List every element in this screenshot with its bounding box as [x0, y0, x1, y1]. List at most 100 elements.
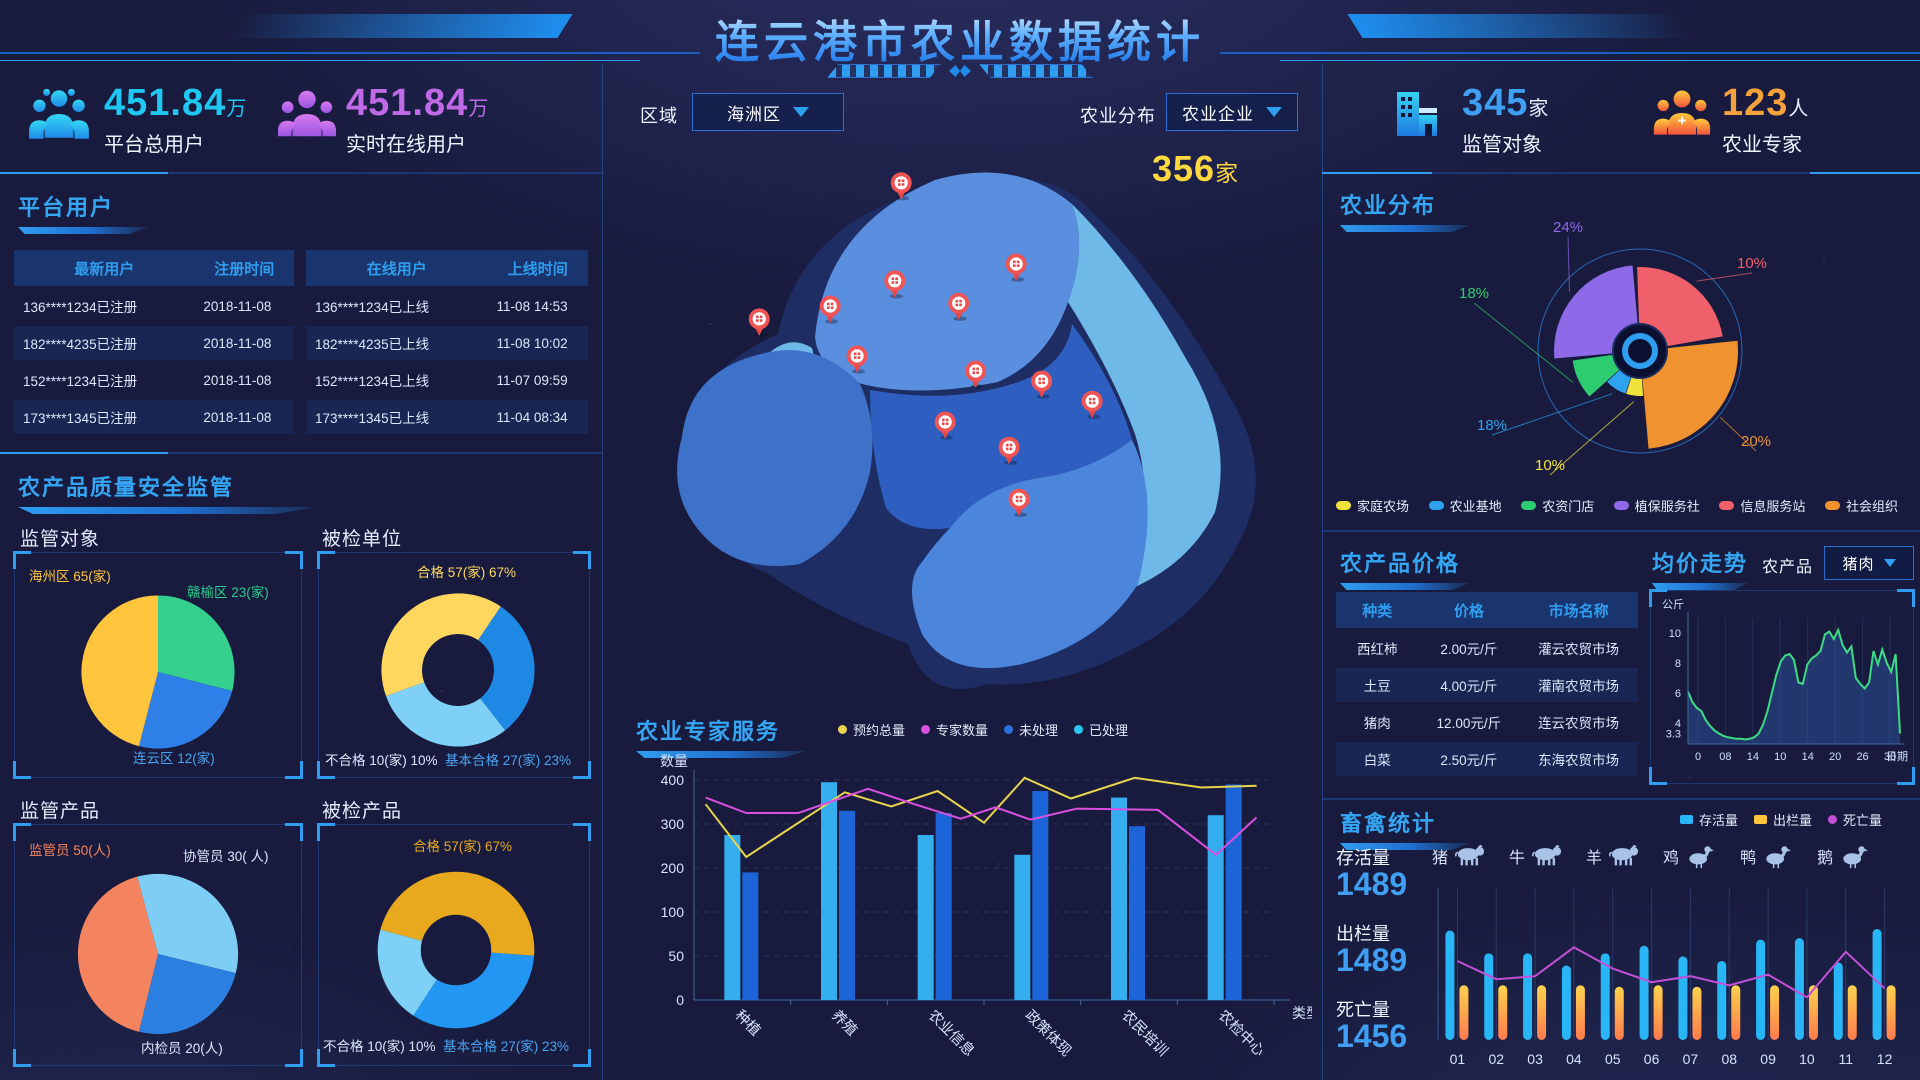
bar-alive[interactable]	[1600, 953, 1610, 1040]
bar-alive[interactable]	[1523, 953, 1533, 1040]
map-pin[interactable]	[846, 345, 868, 374]
animal-tab-鸭[interactable]: 鸭	[1740, 842, 1795, 870]
bar-slaughter[interactable]	[1770, 985, 1780, 1040]
animal-tab-鸡[interactable]: 鸡	[1663, 842, 1718, 870]
bar-slaughter[interactable]	[1614, 986, 1624, 1040]
table-cell: 东海农贸市场	[1538, 753, 1620, 768]
bar-unprocessed[interactable]	[839, 810, 855, 1000]
legend-item[interactable]: 未处理	[1004, 720, 1058, 739]
legend-item[interactable]: 死亡量	[1828, 810, 1882, 829]
map-pin[interactable]	[1081, 390, 1103, 419]
bar-slaughter[interactable]	[1808, 985, 1818, 1040]
bar-alive[interactable]	[1833, 962, 1843, 1040]
table-row: 白菜 2.50元/斤 东海农贸市场	[1336, 742, 1638, 776]
bar-processed[interactable]	[724, 835, 741, 1000]
legend-item[interactable]: 专家数量	[921, 720, 988, 739]
animal-tab-牛[interactable]: 牛	[1509, 842, 1564, 870]
checked-products-donut-chart[interactable]	[367, 861, 545, 1044]
bar-processed[interactable]	[1207, 815, 1224, 1000]
supervise-objects-pie-chart[interactable]	[71, 585, 245, 764]
bar-slaughter[interactable]	[1847, 985, 1857, 1040]
bar-slaughter[interactable]	[1731, 985, 1741, 1040]
map-pin[interactable]	[1031, 370, 1053, 399]
legend-item[interactable]: 出栏量	[1754, 810, 1812, 829]
map-region-center[interactable]	[870, 324, 1132, 530]
price-trend-chart[interactable]: 公斤 10 8 6 4 3.3 0 08 14 10 14 20 26 30 日期	[1652, 592, 1912, 787]
bar-slaughter[interactable]	[1575, 985, 1585, 1040]
bar-slaughter[interactable]	[1653, 985, 1663, 1040]
month-label: 06	[1644, 1051, 1660, 1067]
table-cell: 2018-11-08	[203, 409, 272, 425]
map-region-north[interactable]	[815, 172, 1080, 391]
category-label-种植: 种植	[732, 1007, 765, 1040]
distribution-rose-chart[interactable]: 24% 10% 20% 10% 18% 18%	[1400, 206, 1880, 501]
map-pin[interactable]	[819, 295, 841, 324]
bar-processed[interactable]	[1111, 797, 1127, 1000]
bar-alive[interactable]	[1756, 939, 1766, 1040]
legend-item[interactable]: 信息服务站	[1719, 496, 1805, 515]
livestock-chart[interactable]: 01 02 03 04 05 06 07 08 09 10 11 12	[1428, 878, 1910, 1080]
map-pin[interactable]	[748, 308, 770, 337]
legend-item[interactable]: 预约总量	[838, 720, 905, 739]
bar-alive[interactable]	[1872, 929, 1882, 1040]
legend-item[interactable]: 植保服务社	[1613, 496, 1700, 515]
table-row: 173****1345已注册 2018-11-08	[14, 400, 294, 434]
bar-processed[interactable]	[917, 835, 934, 1000]
bar-slaughter[interactable]	[1459, 985, 1469, 1040]
legend-item[interactable]: 农业基地	[1428, 496, 1502, 515]
checked-units-donut-chart[interactable]	[371, 583, 545, 762]
bar-slaughter[interactable]	[1886, 985, 1896, 1040]
map-pin[interactable]	[934, 411, 956, 440]
animal-tab-鹅[interactable]: 鹅	[1817, 842, 1872, 870]
bar-alive[interactable]	[1639, 945, 1649, 1040]
corner-decoration	[317, 823, 335, 841]
animal-tab-羊[interactable]: 羊	[1586, 842, 1641, 870]
experts-icon	[1652, 86, 1712, 145]
map-pin[interactable]	[998, 436, 1020, 465]
bar-slaughter[interactable]	[1498, 985, 1508, 1040]
y-axis-title: 数量	[660, 753, 688, 769]
legend-item[interactable]: 已处理	[1074, 720, 1128, 739]
bar-alive[interactable]	[1717, 960, 1727, 1040]
product-select[interactable]: 猪肉	[1824, 546, 1914, 580]
bar-unprocessed[interactable]	[1129, 826, 1145, 1000]
bar-alive[interactable]	[1561, 965, 1571, 1040]
map-pin[interactable]	[1005, 253, 1027, 282]
bar-processed[interactable]	[821, 782, 837, 1000]
supervise-products-pie-chart[interactable]	[67, 863, 249, 1050]
map-pin[interactable]	[948, 292, 970, 321]
expert-service-legend: 预约总量 专家数量 未处理 已处理	[838, 720, 1144, 739]
total-users-unit: 万	[226, 98, 247, 120]
bar-alive[interactable]	[1484, 953, 1494, 1040]
pie-slice-合格	[381, 593, 501, 697]
title-underline-decoration	[1340, 583, 1470, 590]
region-map[interactable]	[620, 132, 1330, 692]
legend-item[interactable]: 农资门店	[1521, 496, 1594, 515]
bar-processed[interactable]	[1014, 854, 1031, 1000]
legend-item[interactable]: 家庭农场	[1336, 496, 1409, 515]
legend-item[interactable]: 社会组织	[1824, 496, 1898, 515]
map-pin[interactable]	[965, 360, 987, 389]
x-tick-label: 14	[1747, 751, 1759, 763]
bar-unprocessed[interactable]	[1032, 791, 1049, 1000]
bar-alive[interactable]	[1445, 930, 1455, 1040]
map-region-coastal[interactable]	[1068, 204, 1221, 587]
bar-unprocessed[interactable]	[935, 813, 952, 1000]
map-pin[interactable]	[1008, 488, 1030, 517]
category-label-农民培训: 农民培训	[1118, 1007, 1171, 1060]
bar-unprocessed[interactable]	[1225, 784, 1242, 1000]
bar-slaughter[interactable]	[1692, 986, 1702, 1040]
map-region-south[interactable]	[912, 440, 1148, 669]
legend-item[interactable]: 存活量	[1680, 810, 1738, 829]
region-select[interactable]: 海洲区	[692, 93, 844, 131]
bar-slaughter[interactable]	[1537, 985, 1547, 1040]
map-pin[interactable]	[890, 172, 912, 201]
map-region-west[interactable]	[677, 350, 873, 566]
animal-tab-猪[interactable]: 猪	[1432, 842, 1487, 870]
bar-alive[interactable]	[1794, 938, 1804, 1040]
bar-alive[interactable]	[1678, 956, 1688, 1040]
map-pin[interactable]	[884, 270, 906, 299]
distribution-select[interactable]: 农业企业	[1166, 93, 1298, 131]
bar-unprocessed[interactable]	[742, 872, 759, 1000]
